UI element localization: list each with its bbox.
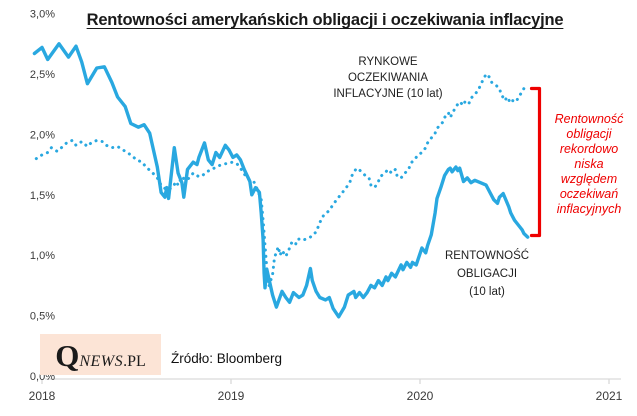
qnews-logo: Q NEWS .PL [40,334,161,375]
y-tick-label: 3,0% [30,9,55,21]
x-axis [41,378,621,384]
x-tick-label: 2018 [29,389,56,403]
bracket-note: Rentowność obligacji rekordowo niska wzg… [541,112,637,217]
y-tick-label: 2,0% [30,129,55,141]
source-credit: Źródło: Bloomberg [171,351,283,366]
chart-title: Rentowności amerykańskich obligacji i oc… [86,11,564,29]
y-tick-label: 1,5% [30,190,55,202]
bond-yield-line [32,42,530,319]
logo-q: Q [55,338,80,373]
inflation-label-line: INFLACYJNE (10 lat) [333,88,443,100]
highlight-bracket-icon [529,86,542,238]
bracket-note-line: względem [560,172,618,186]
bond-label-line: OBLIGACJI [456,268,518,280]
bracket-note-line: Rentowność [554,112,624,126]
series-lines [32,42,530,319]
logo-pl: .PL [123,353,146,370]
bracket-note-line: oczekiwań [559,187,619,201]
inflation-series-label: RYNKOWE OCZEKIWANIA INFLACYJNE (10 lat) [323,54,453,102]
inflation-label-line: RYNKOWE [358,56,418,68]
y-tick-label: 1,0% [30,250,55,262]
bracket-note-line: rekordowo [559,142,619,156]
y-axis-labels: 3,0%2,5%2,0%1,5%1,0%0,5%0,0% [30,9,55,383]
bracket-note-line: obligacji [566,127,612,141]
bond-series-label: RENTOWNOŚĆ OBLIGACJI (10 lat) [428,247,546,301]
bond-label-line: RENTOWNOŚĆ [444,250,530,262]
x-tick-label: 2019 [218,389,245,403]
bracket-note-line: niska [574,157,604,171]
y-tick-label: 2,5% [30,69,55,81]
bond-label-line: (10 lat) [469,286,505,298]
inflation-label-line: OCZEKIWANIA [347,72,429,84]
x-tick-label: 2021 [596,389,623,403]
x-tick-label: 2020 [407,389,434,403]
logo-news: NEWS [79,353,124,370]
x-axis-labels: 2018 2019 2020 2021 [29,389,623,403]
bracket-note-line: inflacyjnych [556,202,622,216]
y-tick-label: 0,5% [30,311,55,323]
qnews-logo-text: Q NEWS .PL [55,335,146,376]
